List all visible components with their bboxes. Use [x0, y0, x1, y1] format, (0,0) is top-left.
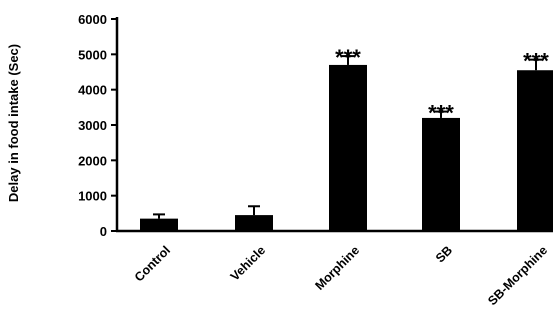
significance-label: ***	[523, 49, 549, 74]
bar-sb	[422, 117, 460, 231]
y-tick-label: 6000	[78, 12, 107, 27]
bar-vehicle	[235, 215, 273, 231]
y-tick-label: 3000	[78, 118, 107, 133]
y-tick-label: 2000	[78, 153, 107, 168]
bar-morphine	[329, 64, 367, 231]
y-tick-label: 0	[100, 224, 107, 239]
x-tick-label: SB	[433, 243, 455, 265]
x-tick-label: Control	[132, 243, 173, 284]
x-tick-label: Morphine	[312, 243, 362, 293]
significance-label: ***	[428, 101, 454, 126]
bar-sb-morphine	[517, 70, 553, 231]
y-axis: 0 1000 2000 3000 4000 5000 6000	[78, 12, 119, 239]
bars-group	[140, 64, 553, 231]
significance-labels-group: *** *** ***	[335, 45, 549, 125]
significance-label: ***	[335, 45, 361, 70]
x-axis: Control Vehicle Morphine SB SB-Morphine	[116, 229, 553, 308]
x-tick-label: SB-Morphine	[485, 243, 550, 308]
bar-control	[140, 218, 178, 231]
error-bars-group	[153, 55, 542, 219]
y-axis-label: Delay in food intake (Sec)	[6, 44, 21, 202]
y-tick-label: 5000	[78, 47, 107, 62]
y-tick-label: 4000	[78, 83, 107, 98]
x-tick-label: Vehicle	[228, 243, 268, 283]
y-tick-label: 1000	[78, 189, 107, 204]
